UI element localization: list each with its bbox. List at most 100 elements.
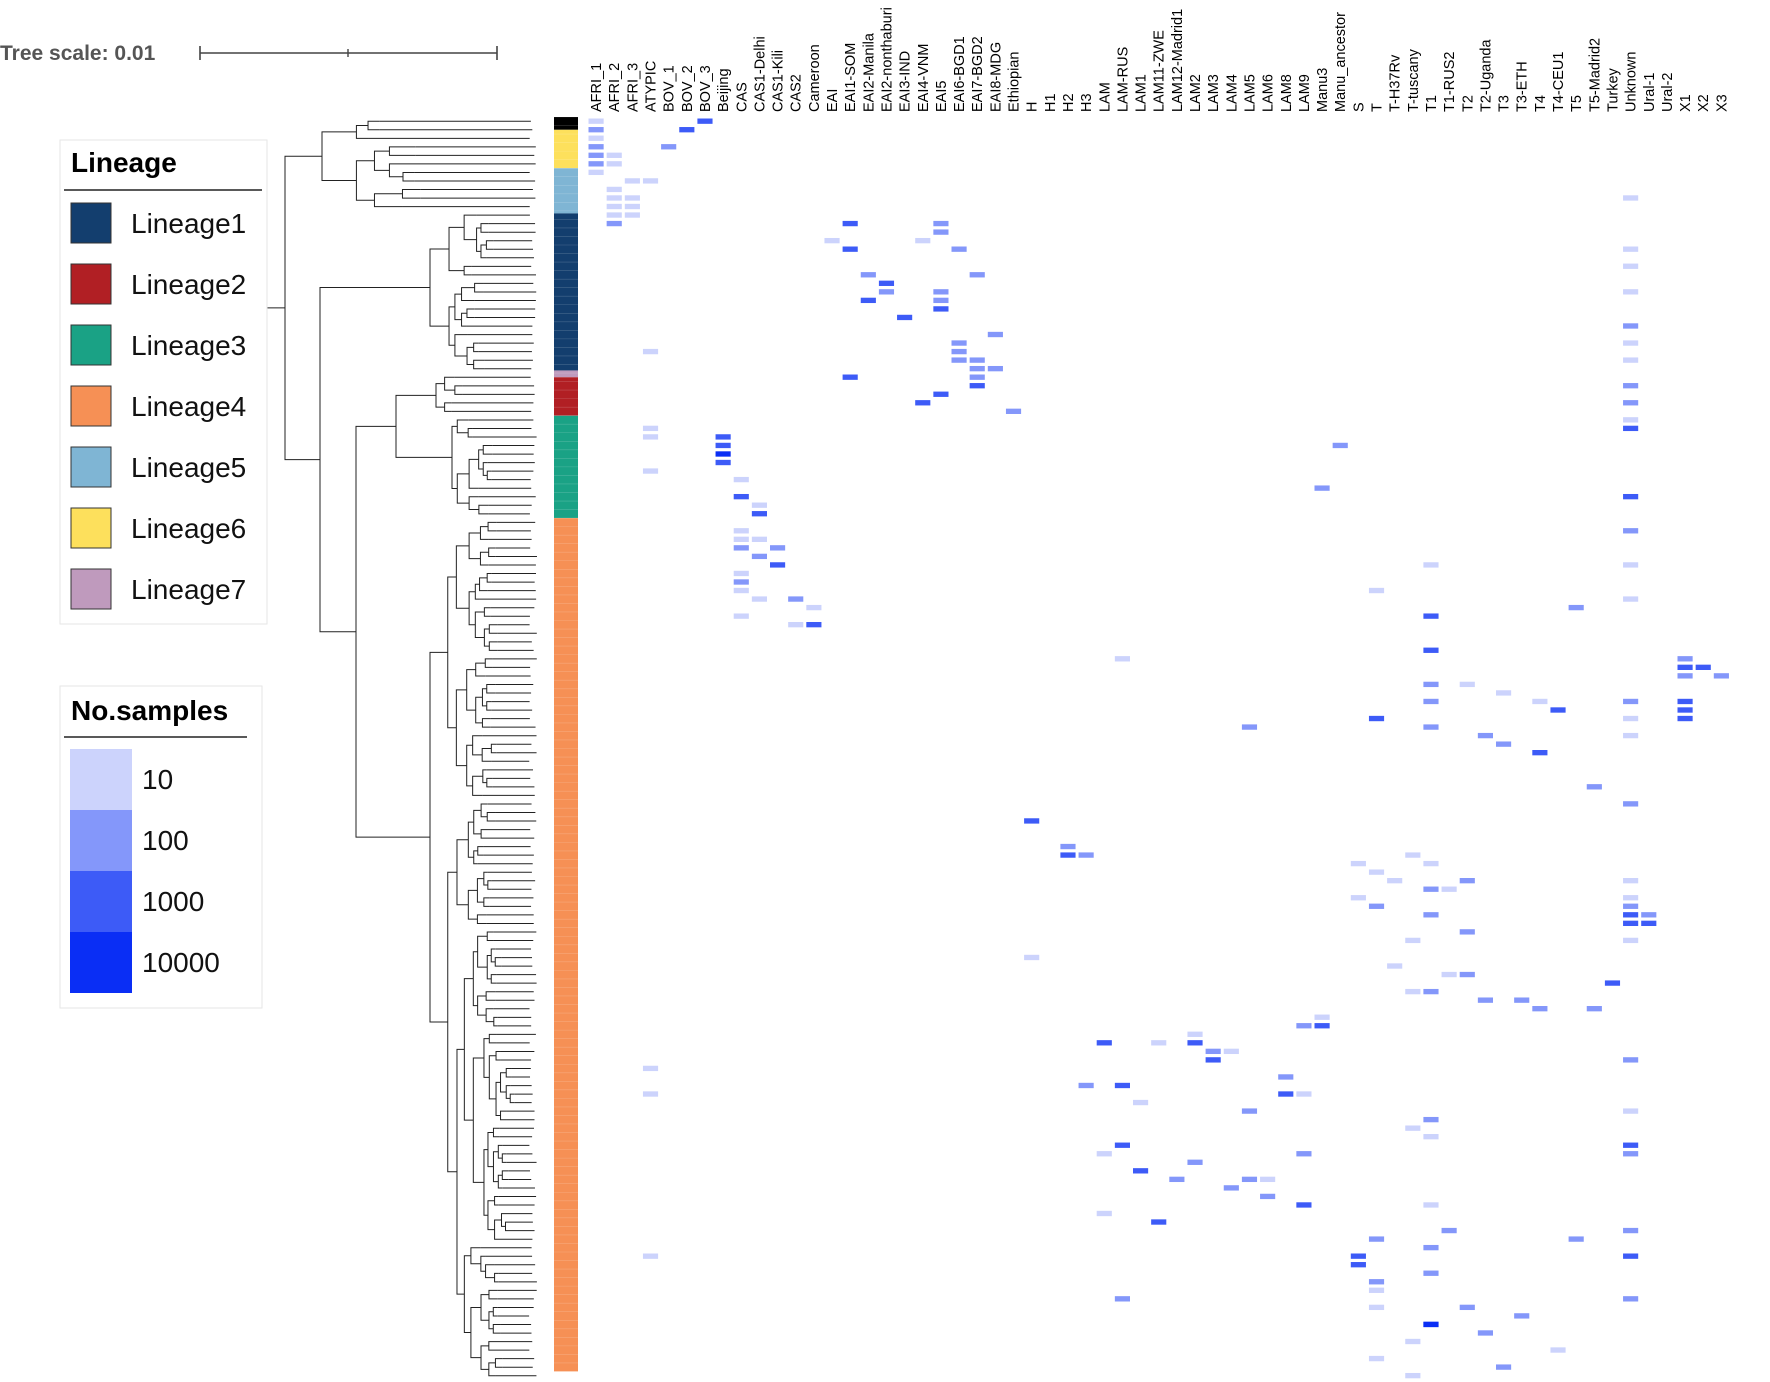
tree-branch xyxy=(481,688,487,707)
tree-branch xyxy=(468,458,479,489)
tree-branch xyxy=(494,957,502,967)
column-header-label: CAS2 xyxy=(789,74,805,112)
heatmap-cell xyxy=(1296,1202,1312,1208)
tree-branch xyxy=(481,748,492,762)
column-header-label: H3 xyxy=(1079,93,1095,112)
tree-branch xyxy=(483,1149,488,1216)
samples-swatch xyxy=(70,871,132,932)
heatmap-cell xyxy=(606,186,622,193)
tree-branch xyxy=(473,359,485,370)
heatmap-cell xyxy=(933,220,949,227)
tree-branch xyxy=(455,545,470,609)
heatmap-cell xyxy=(751,536,767,542)
heatmap-cell xyxy=(1623,417,1639,423)
tree-branch xyxy=(319,287,430,633)
heatmap-cell xyxy=(1296,1023,1312,1029)
heatmap-cell xyxy=(715,459,731,466)
heatmap-cell xyxy=(1441,886,1457,892)
tree-branch xyxy=(475,696,483,724)
tree-branch xyxy=(448,306,455,346)
tree-scale: Tree scale: 0.01 xyxy=(0,42,498,65)
tree-branch xyxy=(486,470,492,481)
column-header-label: T2-Uganda xyxy=(1478,39,1494,112)
column-header-label: Unknown xyxy=(1624,52,1640,112)
heatmap-cell xyxy=(1405,988,1421,995)
heatmap-cell xyxy=(715,442,731,449)
tree-branch xyxy=(501,1170,509,1180)
heatmap-cell xyxy=(1405,1372,1421,1379)
samples-swatch xyxy=(70,932,132,993)
column-header-label: LAM-RUS xyxy=(1115,47,1131,112)
tree-branch xyxy=(463,265,472,276)
tree-branch xyxy=(373,193,403,208)
tree-branch xyxy=(472,1057,484,1183)
heatmap-cell xyxy=(1423,1244,1439,1251)
column-header-label: LAM5 xyxy=(1242,74,1258,112)
heatmap-cell xyxy=(1623,1227,1639,1234)
tree-branch xyxy=(482,462,488,476)
tree-branch xyxy=(485,991,496,1001)
samples-legend: No.samples 10 100 1000 10000 xyxy=(59,685,263,1009)
column-header-label: H1 xyxy=(1043,93,1059,112)
heatmap-cell xyxy=(642,425,659,432)
heatmap-cell xyxy=(915,400,931,406)
heatmap-cell xyxy=(1060,852,1076,858)
heatmap-cell xyxy=(1096,1210,1112,1217)
heatmap-cell xyxy=(1623,263,1639,269)
tree-branch xyxy=(486,931,494,942)
heatmap-cell xyxy=(588,152,604,158)
heatmap-cell xyxy=(1623,493,1639,500)
heatmap-cell xyxy=(951,348,967,355)
heatmap-cell xyxy=(969,365,985,372)
heatmap-cell xyxy=(733,528,749,534)
heatmap-cell xyxy=(751,502,767,508)
heatmap-cell xyxy=(788,596,804,602)
column-header-label: CAS1-Kili xyxy=(771,50,787,112)
heatmap-cell xyxy=(1096,1040,1112,1046)
heatmap-cell xyxy=(1459,1304,1475,1311)
heatmap-cell xyxy=(1623,878,1639,884)
heatmap-cell xyxy=(1586,1006,1602,1012)
heatmap-cell xyxy=(1350,1253,1366,1259)
heatmap-cell xyxy=(1241,1176,1258,1183)
samples-legend-label: 1000 xyxy=(142,886,204,917)
tree-branch xyxy=(494,1196,499,1206)
tree-branch xyxy=(492,1151,499,1183)
tree-branch xyxy=(505,1221,510,1232)
heatmap-cell xyxy=(1713,673,1729,679)
column-header-label: EAI3-IND xyxy=(898,51,914,112)
tree-branch xyxy=(284,155,322,461)
tree-branch xyxy=(483,607,491,617)
column-header-label: AFRI_2 xyxy=(607,63,623,112)
heatmap-cell xyxy=(1586,784,1602,790)
column-header-label: T1-RUS2 xyxy=(1442,52,1458,112)
heatmap-cell xyxy=(606,161,622,167)
heatmap-cell xyxy=(733,613,749,619)
heatmap-cell xyxy=(715,451,731,457)
heatmap-cell xyxy=(1423,1270,1439,1276)
tree-branch xyxy=(454,334,468,357)
tree-branch xyxy=(388,163,404,178)
heatmap-cell xyxy=(806,621,822,628)
heatmap-cell xyxy=(770,562,786,568)
tree-branch xyxy=(486,954,492,980)
tree-branch xyxy=(480,1294,489,1321)
heatmap-cell xyxy=(1423,698,1439,705)
heatmap-cell xyxy=(1387,963,1403,969)
heatmap-cell xyxy=(1368,903,1385,909)
tree-branch xyxy=(456,1048,465,1295)
heatmap-cell xyxy=(1151,1040,1167,1046)
heatmap-cell xyxy=(715,434,731,440)
column-header-label: LAM4 xyxy=(1224,74,1240,112)
column-header-label: Cameroon xyxy=(807,44,823,112)
samples-legend-label: 10 xyxy=(142,764,173,795)
lineage-legend-label: Lineage1 xyxy=(131,208,246,239)
heatmap-cell xyxy=(806,604,822,611)
column-header-label: Turkey xyxy=(1605,67,1621,112)
heatmap-cell xyxy=(1368,1279,1385,1285)
heatmap-cell xyxy=(1187,1031,1203,1037)
heatmap-cell xyxy=(1114,1082,1130,1089)
heatmap-cell xyxy=(1423,613,1439,619)
tree-branch xyxy=(500,1072,507,1093)
tree-branch xyxy=(461,287,475,301)
